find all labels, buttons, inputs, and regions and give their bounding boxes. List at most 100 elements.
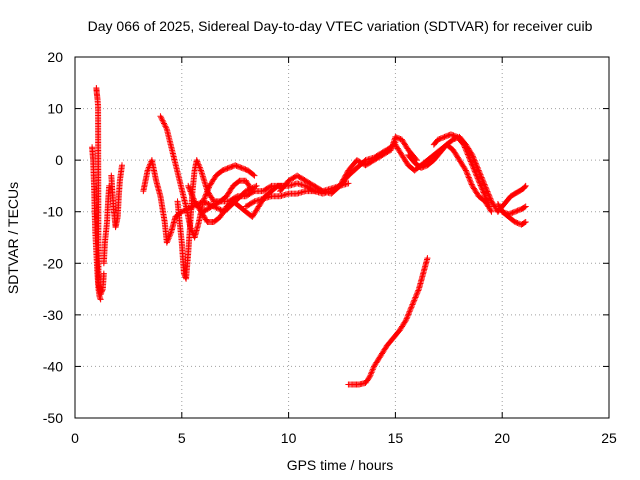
x-tick-label: 0 xyxy=(71,430,79,446)
data-point xyxy=(216,206,223,213)
data-point xyxy=(242,188,249,195)
data-point xyxy=(165,236,172,243)
data-point xyxy=(405,309,412,316)
data-point xyxy=(522,203,529,210)
data-point xyxy=(253,182,260,189)
x-tick-label: 5 xyxy=(178,430,186,446)
data-point xyxy=(219,167,226,174)
chart-title: Day 066 of 2025, Sidereal Day-to-day VTE… xyxy=(88,18,593,34)
data-point xyxy=(318,187,325,194)
data-point xyxy=(436,135,443,142)
data-point xyxy=(465,154,472,161)
data-point xyxy=(468,181,475,188)
data-point xyxy=(461,144,468,151)
data-point xyxy=(339,177,346,184)
data-point xyxy=(486,203,493,210)
data-point xyxy=(420,163,427,170)
data-point xyxy=(512,208,519,215)
plot-frame xyxy=(74,56,610,419)
data-point xyxy=(407,307,414,314)
data-point xyxy=(475,176,482,183)
data-point xyxy=(242,166,249,173)
data-point xyxy=(233,162,240,169)
data-point xyxy=(340,176,347,183)
data-point xyxy=(188,191,195,198)
data-point xyxy=(474,174,481,181)
data-point xyxy=(370,364,377,371)
data-point xyxy=(444,132,451,139)
data-point xyxy=(234,163,241,170)
y-tick-label: 20 xyxy=(47,49,63,65)
data-point xyxy=(477,181,484,188)
data-point xyxy=(164,238,171,245)
data-point xyxy=(495,202,502,209)
data-point xyxy=(445,132,452,139)
data-point xyxy=(415,287,422,294)
data-point xyxy=(341,175,348,182)
data-point xyxy=(475,178,482,185)
data-point xyxy=(463,168,470,175)
data-point xyxy=(165,235,172,242)
data-point xyxy=(419,164,426,171)
data-point xyxy=(202,192,209,199)
data-point xyxy=(521,204,528,211)
data-point xyxy=(251,172,258,179)
data-point xyxy=(369,367,376,374)
data-series-arc-18 xyxy=(499,203,529,218)
data-point xyxy=(521,219,528,226)
x-tick-label: 15 xyxy=(388,430,404,446)
data-point xyxy=(185,184,192,191)
data-point xyxy=(250,199,257,206)
data-point xyxy=(521,183,528,190)
axis-ticks: -50 -40 -30 -20 -10 0 10 20 0 5 10 15 20 25 xyxy=(43,49,617,446)
data-point xyxy=(408,302,415,309)
data-point xyxy=(224,165,231,172)
data-point xyxy=(449,131,456,138)
data-point xyxy=(343,170,350,177)
data-point xyxy=(472,169,479,176)
data-point xyxy=(485,200,492,207)
data-point xyxy=(494,200,501,207)
data-point xyxy=(157,113,164,120)
data-point xyxy=(465,152,472,159)
data-point xyxy=(366,373,373,380)
data-point xyxy=(514,207,521,214)
data-point xyxy=(506,210,513,217)
y-tick-label: -50 xyxy=(43,410,63,426)
data-point xyxy=(233,193,240,200)
data-point xyxy=(97,295,104,302)
y-tick-label: -40 xyxy=(43,358,63,374)
data-point xyxy=(392,133,399,140)
data-point xyxy=(144,167,151,174)
data-point xyxy=(252,183,259,190)
data-series-arc-15 xyxy=(430,131,493,210)
data-point xyxy=(336,182,343,189)
data-point xyxy=(476,179,483,186)
data-point xyxy=(97,291,104,298)
data-point xyxy=(98,289,105,296)
data-point xyxy=(485,202,492,209)
data-point xyxy=(467,158,474,165)
data-point xyxy=(396,135,403,142)
data-point xyxy=(481,190,488,197)
data-point xyxy=(468,150,475,157)
data-point xyxy=(467,157,474,164)
data-point xyxy=(441,133,448,140)
data-point xyxy=(409,301,416,308)
data-point xyxy=(191,196,198,203)
data-point xyxy=(501,209,508,216)
data-point xyxy=(194,160,201,167)
data-point xyxy=(465,174,472,181)
data-point xyxy=(193,157,200,164)
data-point xyxy=(505,211,512,218)
data-series-arc-11 xyxy=(277,133,420,197)
data-point xyxy=(513,219,520,226)
data-point xyxy=(463,147,470,154)
data-point xyxy=(342,172,349,179)
data-point xyxy=(484,197,491,204)
data-point xyxy=(196,164,203,171)
data-point xyxy=(503,210,510,217)
data-points xyxy=(89,84,529,388)
data-point xyxy=(413,291,420,298)
